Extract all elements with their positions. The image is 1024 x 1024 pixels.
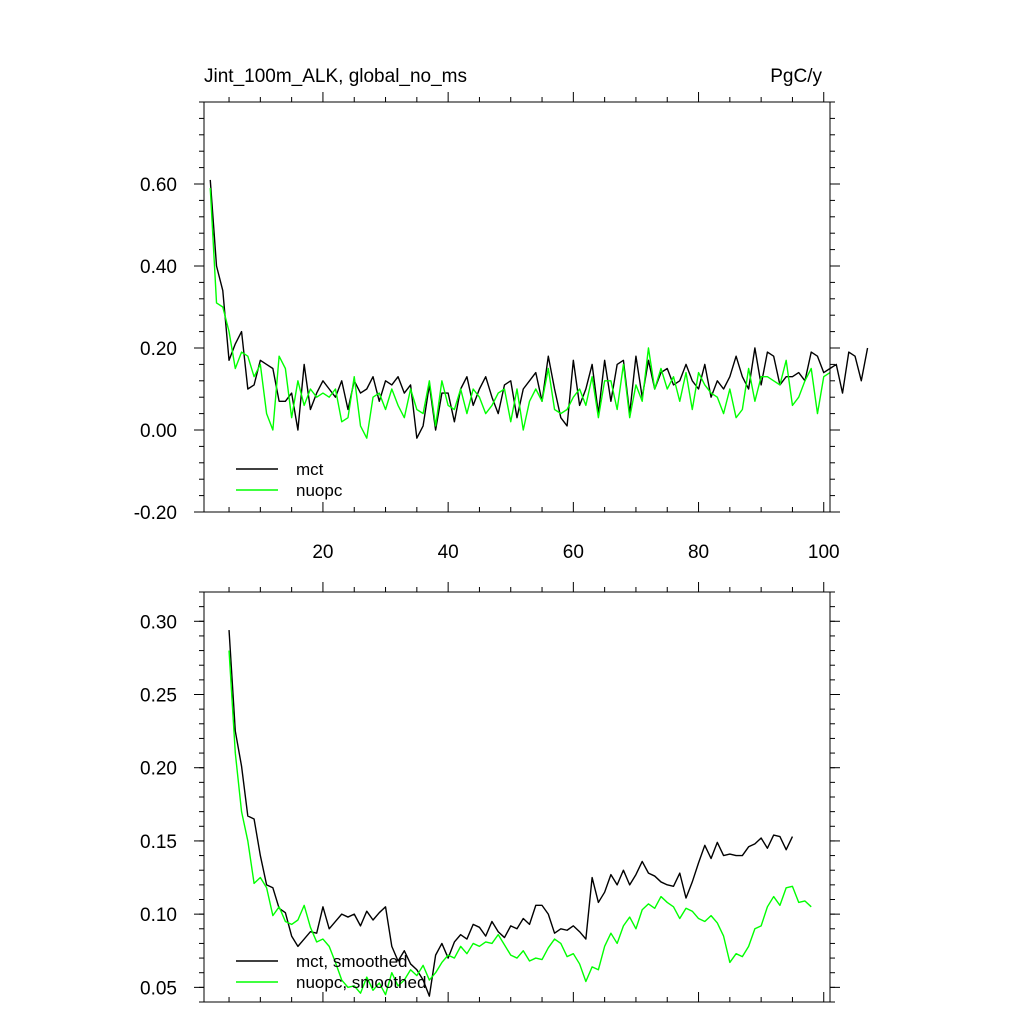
bottom-tick-marks (194, 582, 840, 1003)
bottom-tick-labels: 0.05 0.10 0.15 0.20 0.25 0.30 (140, 612, 177, 999)
series-line-nuopc-smoothed (228, 650, 812, 996)
legend-label-mct: mct (296, 460, 324, 479)
y-tick-label: 0.05 (140, 978, 177, 999)
chart-units-label: PgC/y (770, 66, 822, 87)
x-tick-label: 40 (438, 542, 459, 563)
series-line-mct (209, 179, 869, 439)
y-tick-label: 0.60 (140, 175, 177, 196)
x-tick-label: 60 (563, 542, 584, 563)
top-plot-frame (203, 101, 831, 513)
legend-label-mct-smoothed: mct, smoothed (296, 952, 408, 971)
legend-label-nuopc: nuopc (296, 481, 343, 500)
top-panel: 20 40 60 80 100 -0.20 0.00 0.20 0.40 0.60 mct nuo… (134, 92, 869, 563)
series-line-nuopc (209, 188, 831, 439)
x-tick-label: 100 (808, 542, 840, 563)
series-line-mct-smoothed (228, 630, 794, 997)
top-tick-marks (194, 92, 840, 513)
y-tick-label: 0.30 (140, 612, 177, 633)
legend-label-nuopc-smoothed: nuopc, smoothed (296, 973, 426, 992)
bottom-legend: mct, smoothed nuopc, smoothed (236, 952, 426, 992)
top-tick-labels: 20 40 60 80 100 -0.20 0.00 0.20 0.40 0.60 (134, 175, 840, 563)
y-tick-label: 0.20 (140, 759, 177, 780)
y-tick-label: 0.10 (140, 905, 177, 926)
y-tick-label: 0.15 (140, 832, 177, 853)
y-tick-label: -0.20 (134, 503, 177, 524)
x-tick-label: 80 (688, 542, 709, 563)
y-tick-label: 0.00 (140, 421, 177, 442)
x-tick-label: 20 (312, 542, 333, 563)
y-tick-label: 0.40 (140, 257, 177, 278)
top-legend: mct nuopc (236, 460, 343, 500)
y-tick-label: 0.20 (140, 339, 177, 360)
top-series-lines (209, 179, 869, 439)
bottom-series-lines (228, 630, 812, 997)
chart-title-left: Jint_100m_ALK, global_no_ms (204, 66, 467, 87)
bottom-panel: 0.05 0.10 0.15 0.20 0.25 0.30 mct, smoothed n… (140, 582, 840, 1003)
y-tick-label: 0.25 (140, 686, 177, 707)
